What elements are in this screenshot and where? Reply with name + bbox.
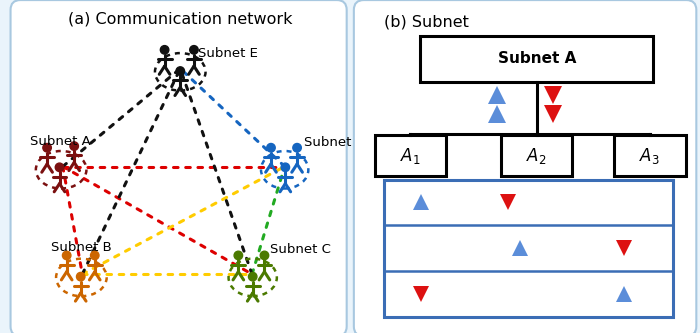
Circle shape [62, 251, 71, 260]
Circle shape [267, 144, 275, 152]
Text: $A_3$: $A_3$ [639, 146, 660, 166]
Text: (b) Subnet: (b) Subnet [384, 15, 469, 30]
Circle shape [190, 46, 198, 54]
Bar [384, 179, 673, 317]
Text: Subnet C: Subnet C [270, 243, 331, 256]
Circle shape [234, 251, 243, 260]
Text: Subnet A: Subnet A [30, 135, 91, 148]
Bar [501, 136, 573, 176]
Bar [420, 36, 653, 82]
Circle shape [43, 144, 51, 152]
Circle shape [248, 272, 257, 281]
Bar [374, 136, 446, 176]
Text: $A_2$: $A_2$ [526, 146, 547, 166]
Circle shape [55, 163, 64, 171]
Text: Subnet A: Subnet A [498, 51, 576, 66]
Circle shape [293, 144, 301, 152]
Circle shape [70, 142, 78, 150]
Bar [614, 136, 685, 176]
FancyBboxPatch shape [354, 0, 696, 333]
Circle shape [176, 67, 185, 75]
Circle shape [260, 251, 269, 260]
FancyBboxPatch shape [10, 0, 346, 333]
Text: Subnet E: Subnet E [198, 47, 258, 60]
Text: (a) Communication network: (a) Communication network [68, 11, 293, 27]
Text: Subnet D: Subnet D [304, 136, 365, 149]
Circle shape [281, 163, 290, 171]
Circle shape [76, 272, 85, 281]
Circle shape [90, 251, 99, 260]
Circle shape [160, 46, 169, 54]
Text: $A_1$: $A_1$ [400, 146, 421, 166]
Text: Subnet B: Subnet B [51, 241, 112, 254]
